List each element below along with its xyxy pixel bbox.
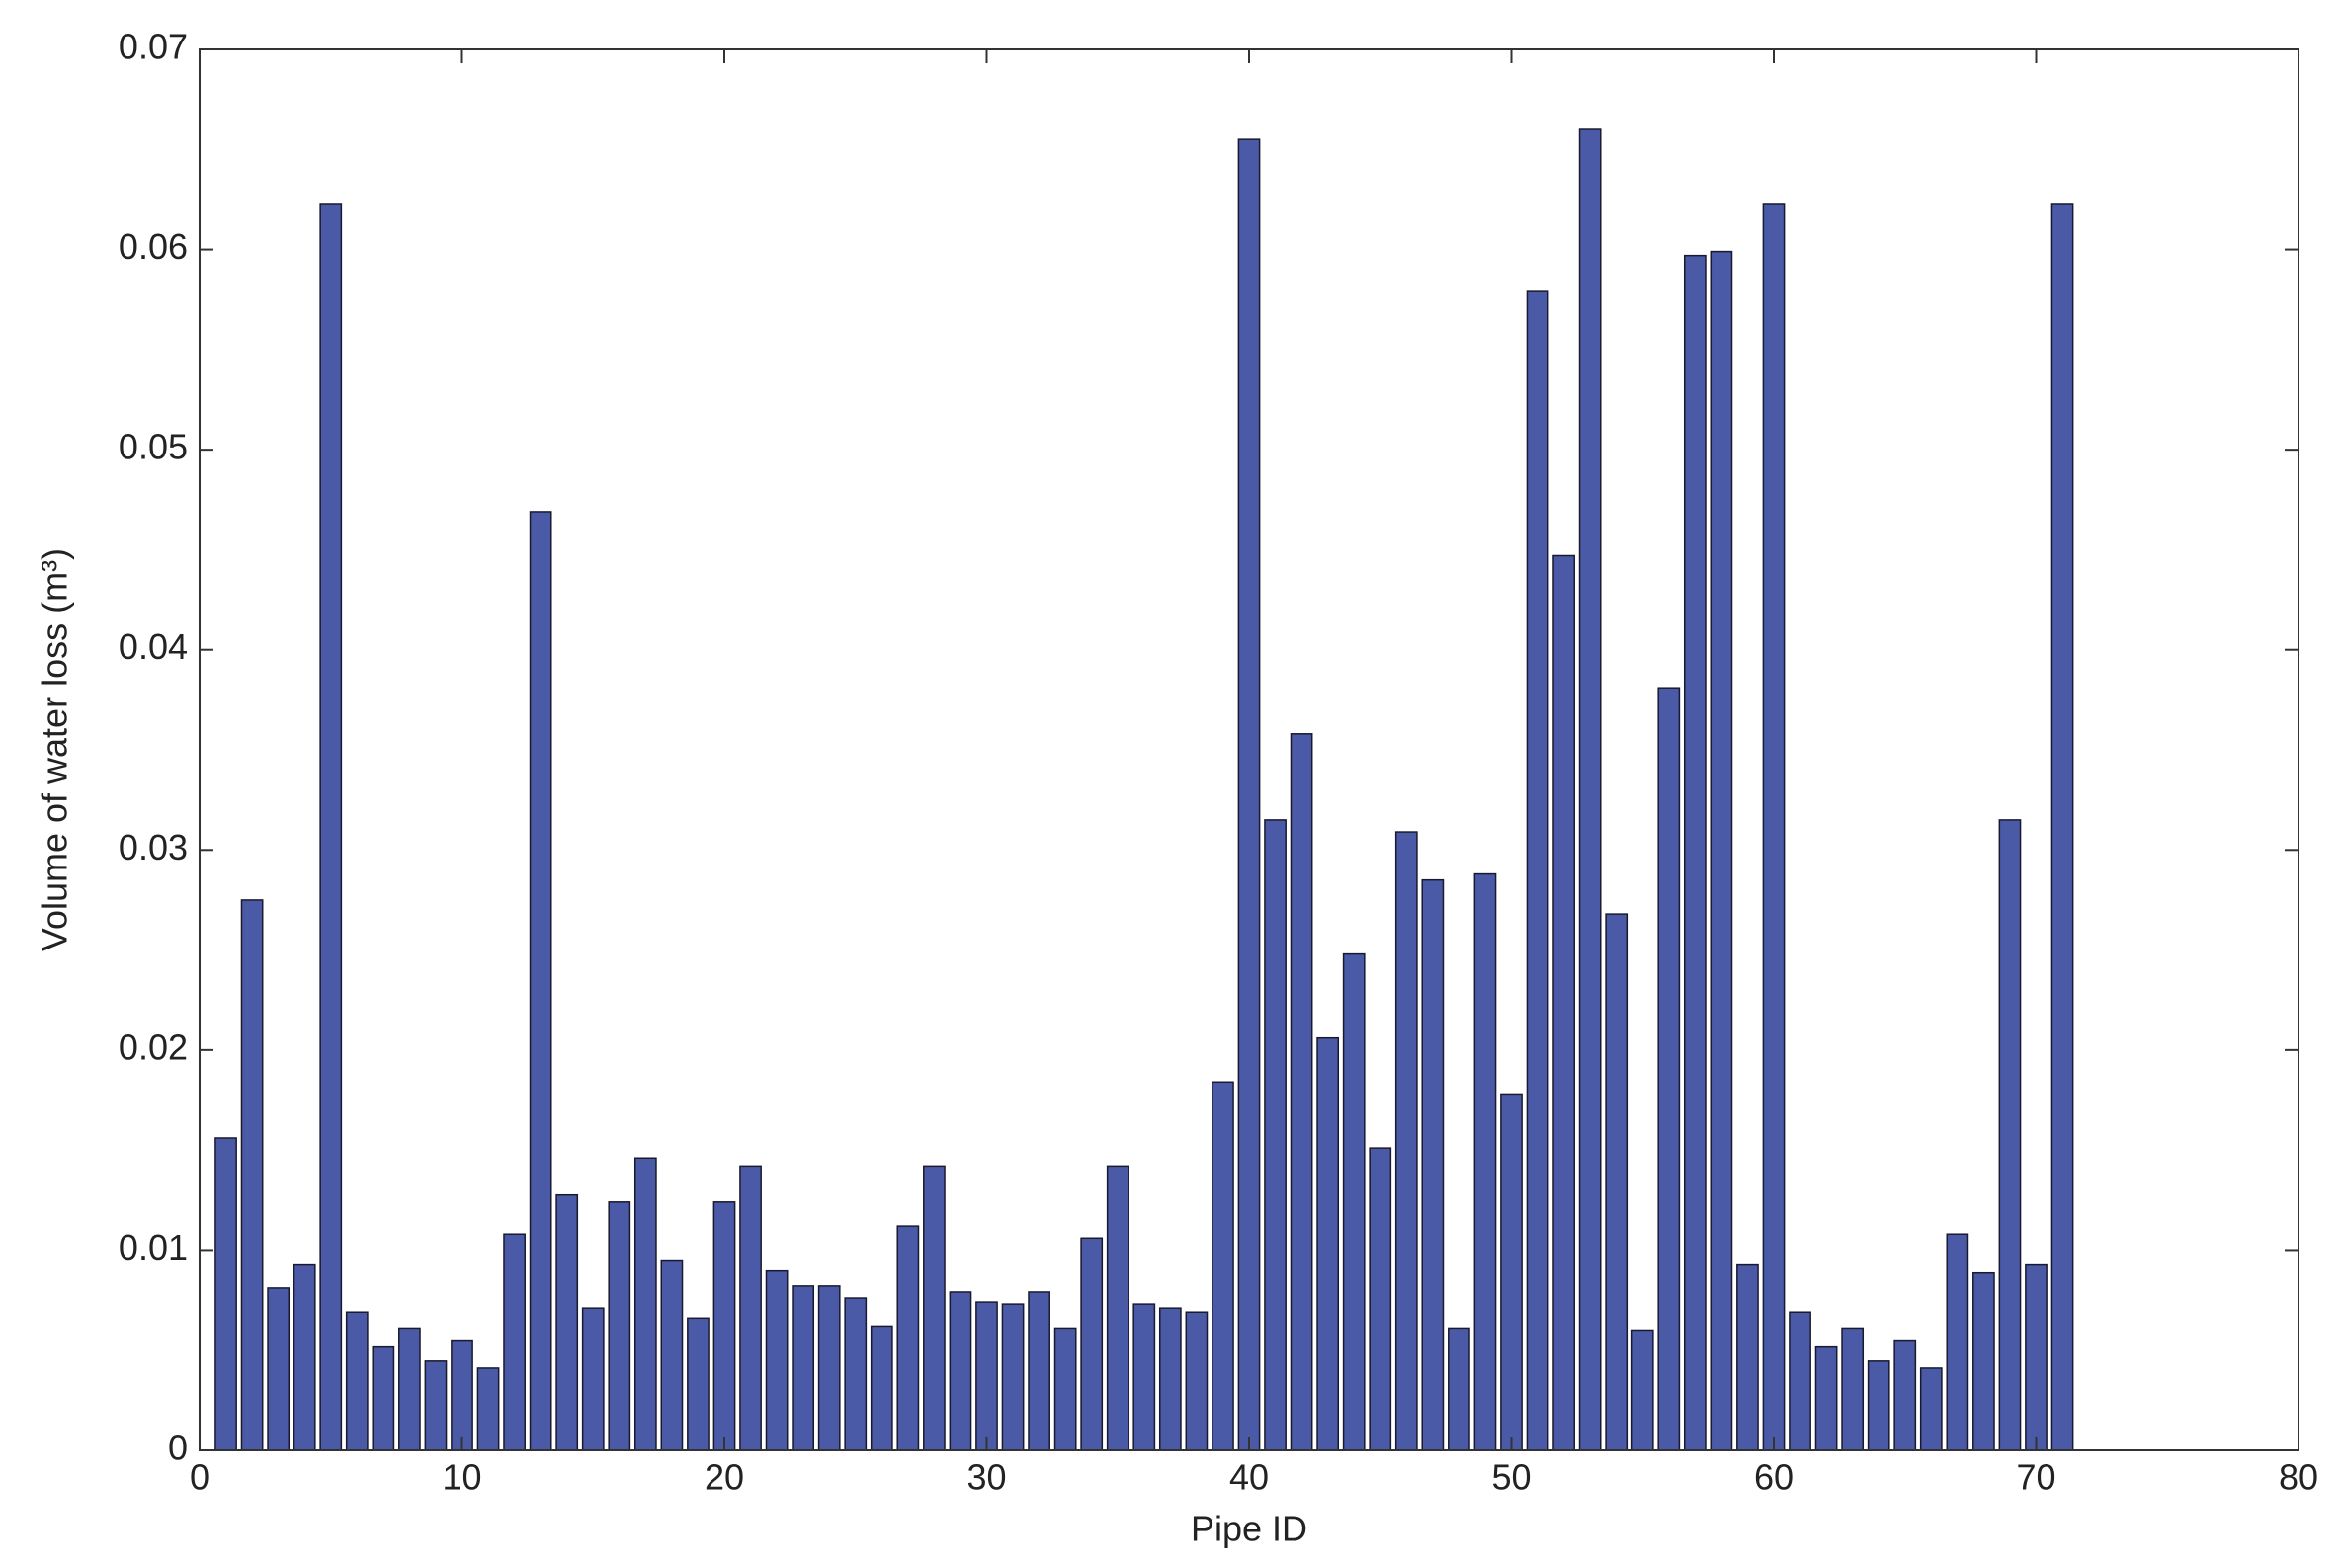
bar <box>1342 952 1366 1451</box>
bar <box>1212 1081 1234 1451</box>
bar <box>1919 1367 1943 1451</box>
bar <box>896 1225 920 1451</box>
y-tick-label: 0.01 <box>119 1227 188 1268</box>
bar <box>1998 819 2022 1451</box>
bar <box>1946 1233 1969 1451</box>
y-tick-label: 0.02 <box>119 1027 188 1067</box>
x-tick-label: 40 <box>1229 1457 1269 1498</box>
bar <box>1578 128 1602 1451</box>
bar <box>1736 1263 1759 1451</box>
x-tick-label: 50 <box>1491 1457 1531 1498</box>
bar <box>1053 1327 1077 1451</box>
bar <box>870 1325 893 1451</box>
bar <box>633 1157 657 1451</box>
bar <box>1683 254 1707 1451</box>
bar <box>687 1317 710 1451</box>
bar <box>555 1193 579 1451</box>
bar <box>608 1201 631 1451</box>
bar <box>1132 1303 1156 1451</box>
y-tick-label: 0 <box>168 1428 188 1468</box>
bar <box>1789 1311 1811 1451</box>
bar <box>1290 733 1313 1451</box>
x-tick-label: 70 <box>2016 1457 2055 1498</box>
bar <box>1657 687 1681 1451</box>
bar <box>451 1339 473 1451</box>
bar <box>1762 203 1786 1451</box>
bar <box>319 203 343 1451</box>
x-tick-label: 10 <box>442 1457 481 1498</box>
bar <box>712 1201 736 1451</box>
bar <box>792 1285 815 1451</box>
bar <box>1867 1360 1890 1451</box>
bar <box>581 1307 605 1451</box>
y-tick-label: 0.07 <box>119 27 188 67</box>
bar <box>975 1301 998 1451</box>
bar <box>660 1259 684 1451</box>
bar <box>1552 554 1575 1451</box>
y-tick-label: 0.05 <box>119 427 188 467</box>
bar <box>1158 1307 1182 1451</box>
bar <box>1001 1303 1025 1451</box>
bar <box>844 1297 868 1451</box>
bar <box>1028 1291 1050 1451</box>
bar <box>923 1165 946 1451</box>
bar <box>1316 1036 1340 1451</box>
bar <box>1473 872 1497 1451</box>
x-axis-label: Pipe ID <box>1191 1509 1307 1549</box>
x-tick-label: 0 <box>190 1457 209 1498</box>
x-tick-label: 20 <box>705 1457 744 1498</box>
y-tick-label: 0.03 <box>119 827 188 867</box>
bar <box>1710 250 1733 1451</box>
bar <box>949 1291 972 1451</box>
y-tick-label: 0.04 <box>119 626 188 667</box>
bar <box>1448 1327 1470 1451</box>
bar <box>817 1285 841 1451</box>
bar <box>1264 819 1287 1451</box>
bar <box>1972 1271 1995 1451</box>
bar <box>240 899 264 1451</box>
x-tick-label: 60 <box>1754 1457 1794 1498</box>
bar <box>1526 290 1549 1451</box>
bar <box>1421 878 1445 1451</box>
x-tick-label: 30 <box>966 1457 1006 1498</box>
bar <box>1394 831 1418 1451</box>
bar <box>1841 1327 1865 1451</box>
bar <box>739 1165 762 1451</box>
bar <box>1605 913 1629 1451</box>
y-axis-label: Volume of water loss (m³) <box>35 548 75 951</box>
bar <box>1369 1147 1392 1451</box>
y-tick-label: 0.06 <box>119 226 188 267</box>
bar <box>1106 1165 1129 1451</box>
bar <box>1630 1329 1654 1451</box>
bar <box>1814 1345 1838 1451</box>
x-tick-label: 80 <box>2279 1457 2318 1498</box>
bar <box>765 1269 789 1451</box>
bar <box>1893 1339 1917 1451</box>
bar <box>293 1263 316 1451</box>
bar <box>1080 1237 1104 1451</box>
bar <box>267 1287 291 1451</box>
bar <box>1500 1093 1523 1451</box>
bar <box>503 1233 526 1451</box>
bar <box>2025 1263 2048 1451</box>
bar <box>345 1311 369 1451</box>
bar <box>2050 203 2074 1451</box>
bar <box>476 1367 500 1451</box>
bar <box>424 1360 448 1451</box>
bar <box>372 1345 395 1451</box>
bar <box>1185 1311 1209 1451</box>
bar <box>214 1137 237 1451</box>
bar <box>1237 138 1261 1451</box>
bar <box>529 511 552 1451</box>
bar <box>398 1327 421 1451</box>
